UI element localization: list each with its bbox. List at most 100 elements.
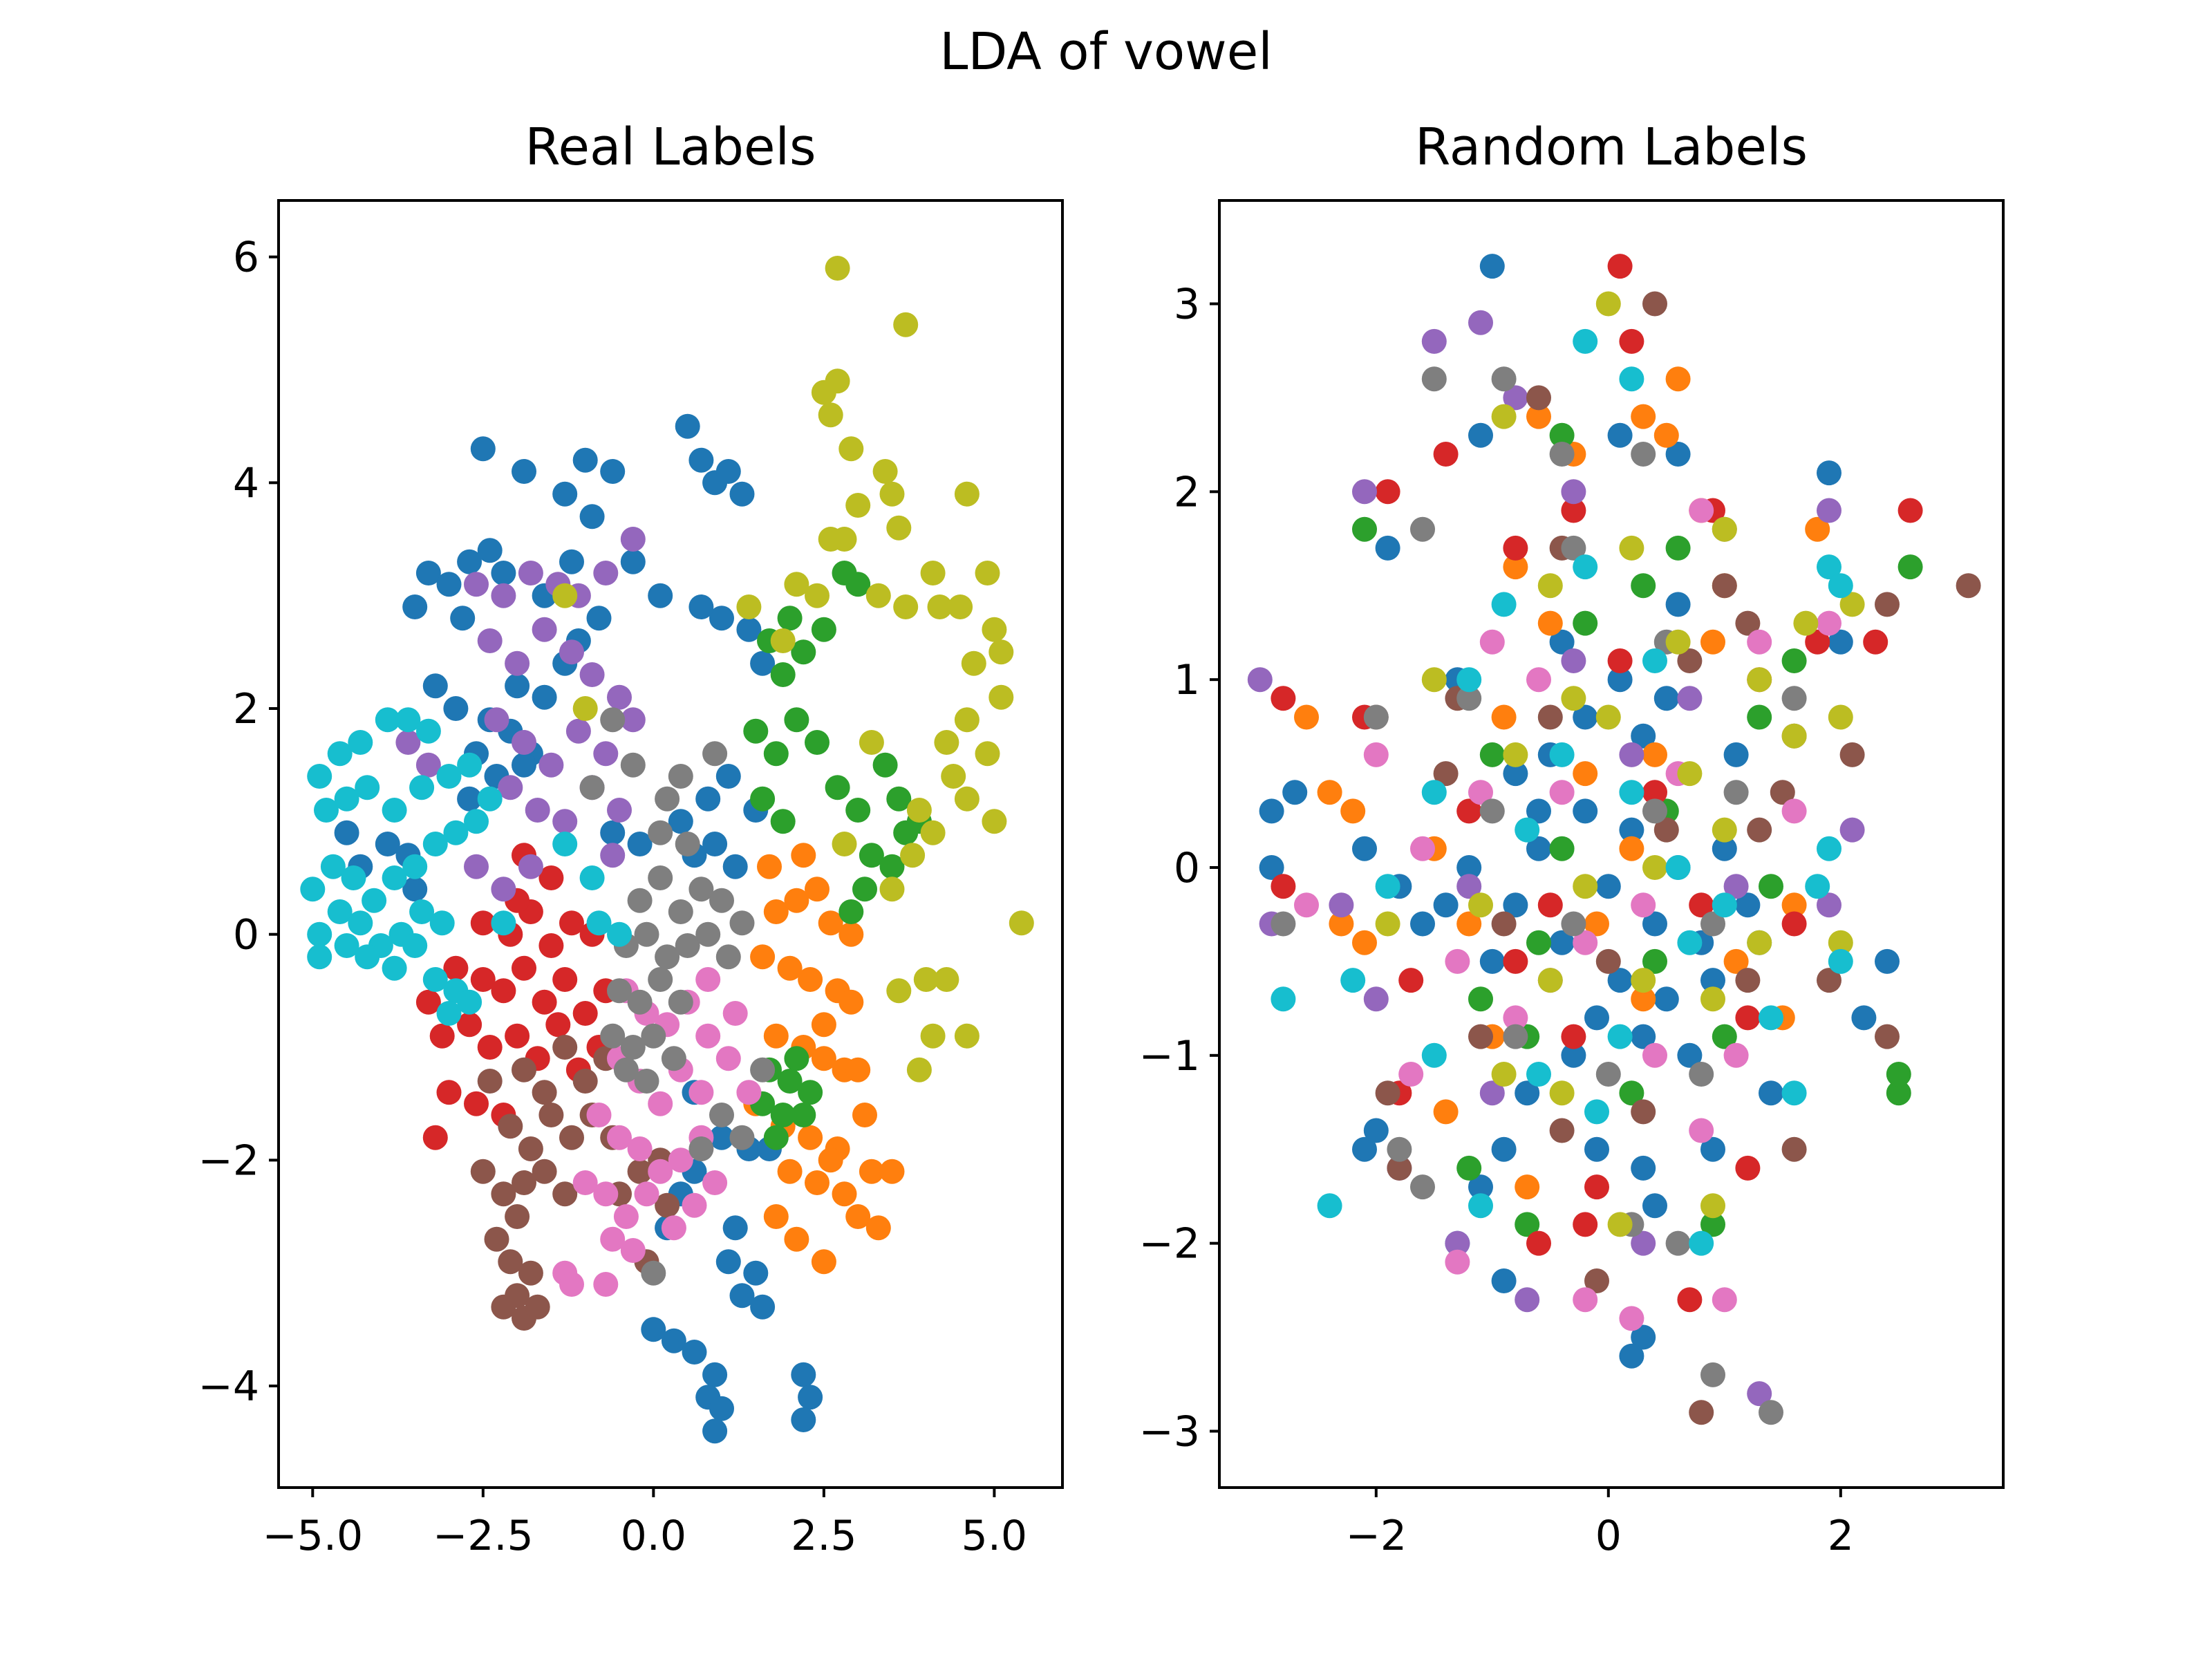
- scatter-point: [552, 809, 578, 834]
- scatter-point: [1781, 911, 1807, 937]
- scatter-point: [1421, 780, 1447, 805]
- scatter-point: [559, 1125, 584, 1150]
- scatter-point: [491, 978, 516, 1004]
- scatter-point: [1642, 855, 1667, 880]
- scatter-point: [1479, 629, 1505, 655]
- scatter-point: [436, 1001, 462, 1026]
- scatter-point: [457, 752, 482, 778]
- scatter-point: [879, 1159, 905, 1184]
- scatter-point: [477, 538, 503, 563]
- scatter-point: [709, 1125, 734, 1150]
- scatter-point: [1723, 948, 1749, 974]
- scatter-point: [702, 741, 728, 767]
- scatter-point: [954, 786, 980, 812]
- scatter-point: [1665, 442, 1691, 467]
- scatter-point: [579, 504, 605, 529]
- scatter-point: [798, 1385, 823, 1410]
- scatter-point: [600, 820, 626, 845]
- scatter-point: [641, 1317, 666, 1342]
- scatter-point: [1549, 422, 1575, 448]
- scatter-point: [1549, 836, 1575, 861]
- scatter-point: [695, 786, 721, 812]
- scatter-point: [538, 933, 564, 958]
- scatter-point: [1689, 1062, 1714, 1087]
- scatter-point: [1781, 1136, 1807, 1162]
- scatter-point: [852, 877, 877, 902]
- scatter-point: [1573, 1212, 1598, 1237]
- scatter-point: [498, 1249, 523, 1275]
- scatter-point: [627, 1159, 653, 1184]
- scatter-point: [975, 741, 1000, 767]
- scatter-point: [1503, 948, 1528, 974]
- scatter-point: [607, 684, 632, 710]
- scatter-point: [1897, 498, 1923, 523]
- scatter-point: [988, 684, 1014, 710]
- scatter-point: [1271, 986, 1296, 1012]
- scatter-point: [1561, 498, 1586, 523]
- scatter-point: [1642, 948, 1667, 974]
- scatter-point: [1317, 1193, 1342, 1219]
- scatter-point: [1759, 1080, 1783, 1106]
- scatter-point: [1526, 404, 1551, 429]
- scatter-point: [477, 786, 503, 812]
- scatter-point: [518, 561, 543, 585]
- scatter-point: [865, 583, 891, 608]
- scatter-point: [600, 843, 626, 868]
- scatter-point: [300, 877, 326, 902]
- scatter-point: [334, 786, 359, 812]
- scatter-point: [1747, 629, 1772, 655]
- scatter-point: [1700, 1136, 1725, 1162]
- scatter-point: [1549, 442, 1575, 467]
- scatter-point: [1584, 1268, 1609, 1293]
- scatter-point: [1631, 1099, 1656, 1125]
- scatter-point: [1526, 836, 1551, 861]
- scatter-point: [1317, 780, 1342, 805]
- scatter-point: [1421, 366, 1447, 392]
- scatter-point: [1607, 648, 1633, 673]
- scatter-point: [600, 459, 626, 484]
- scatter-point: [1329, 911, 1354, 937]
- random-labels-y-axis: −3 −2 −1 0 1 2 3: [1139, 281, 1219, 1456]
- scatter-point: [1631, 1230, 1656, 1256]
- scatter-point: [838, 921, 864, 947]
- scatter-point: [1515, 1212, 1540, 1237]
- y-tick-label: 2: [1174, 468, 1200, 516]
- scatter-point: [1607, 254, 1633, 279]
- scatter-point: [941, 764, 966, 789]
- scatter-point: [865, 1215, 891, 1241]
- scatter-point: [1805, 629, 1830, 655]
- scatter-point: [1793, 610, 1819, 636]
- scatter-point: [661, 1328, 686, 1353]
- scatter-point: [1549, 629, 1575, 655]
- scatter-point: [1619, 780, 1644, 805]
- scatter-point: [1421, 1042, 1447, 1068]
- scatter-point: [750, 944, 776, 970]
- scatter-point: [1573, 798, 1598, 824]
- scatter-point: [402, 594, 428, 619]
- scatter-point: [763, 1023, 789, 1049]
- scatter-point: [798, 1125, 823, 1150]
- scatter-point: [750, 1057, 776, 1082]
- scatter-point: [1375, 535, 1400, 561]
- scatter-point: [648, 1159, 673, 1184]
- scatter-point: [375, 832, 400, 856]
- scatter-point: [1537, 968, 1563, 993]
- scatter-point: [320, 854, 346, 879]
- x-tick-label: 0: [1595, 1512, 1622, 1560]
- scatter-point: [464, 809, 489, 834]
- scatter-point: [1875, 948, 1900, 974]
- scatter-point: [750, 1294, 776, 1320]
- scatter-point: [1573, 610, 1598, 636]
- scatter-point: [1468, 986, 1493, 1012]
- scatter-point: [1584, 911, 1609, 937]
- scatter-point: [845, 1204, 871, 1229]
- scatter-point: [825, 775, 850, 800]
- y-tick-label: −2: [198, 1136, 259, 1185]
- scatter-point: [722, 1215, 748, 1241]
- scatter-point: [1421, 328, 1447, 354]
- scatter-point: [920, 561, 946, 585]
- scatter-point: [1677, 930, 1703, 955]
- scatter-point: [1468, 780, 1493, 805]
- random-labels-plot: Random Labels −2 0 2 −3 −2 −1 0 1 2 3: [1139, 118, 2005, 1560]
- scatter-point: [763, 899, 789, 924]
